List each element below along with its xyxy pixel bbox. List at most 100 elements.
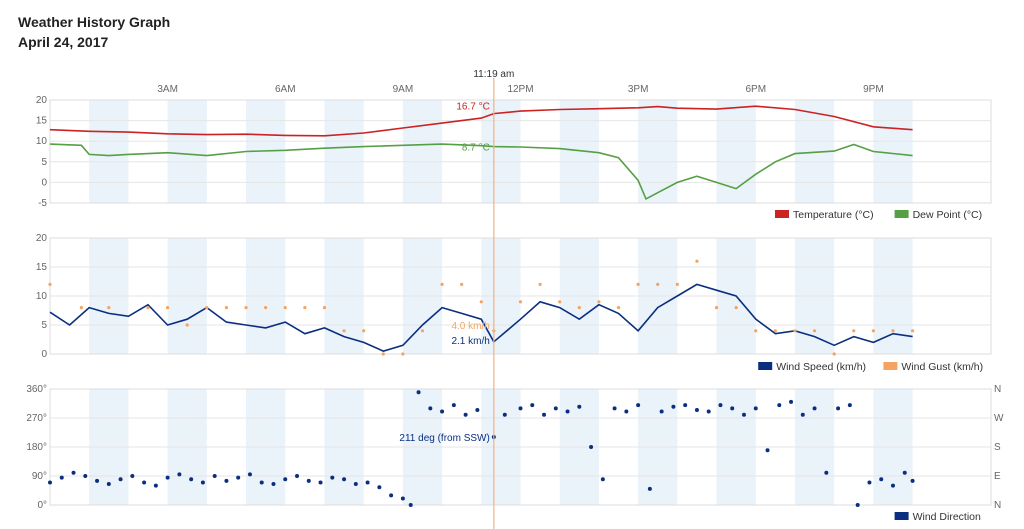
- data-point: [322, 306, 327, 310]
- data-point: [428, 406, 433, 411]
- data-point: [706, 409, 711, 414]
- data-point: [694, 407, 699, 412]
- data-point: [118, 477, 123, 482]
- series-annotation: 2.1 km/h: [451, 336, 489, 347]
- panel-frame: [49, 388, 992, 506]
- data-point: [205, 306, 209, 310]
- data-point: [891, 329, 895, 333]
- y-tick-label: 15: [36, 116, 48, 127]
- data-point: [855, 503, 860, 507]
- data-point: [303, 306, 307, 310]
- data-point: [342, 329, 346, 333]
- data-point: [577, 404, 582, 409]
- data-point: [106, 482, 111, 487]
- series-annotation: 8.7 °C: [462, 143, 490, 154]
- data-point: [236, 475, 241, 480]
- data-point: [832, 352, 836, 356]
- data-point: [647, 486, 652, 491]
- data-point: [765, 448, 770, 453]
- series-annotation: 211 deg (from SSW): [399, 433, 489, 444]
- data-point: [224, 478, 229, 483]
- data-point: [852, 329, 856, 333]
- data-point: [79, 306, 83, 310]
- data-point: [463, 412, 468, 417]
- data-point: [800, 412, 805, 417]
- data-point: [871, 329, 875, 333]
- x-tick-label: 6PM: [745, 84, 766, 95]
- data-point: [142, 480, 147, 485]
- legend-label: Wind Speed (km/h): [776, 361, 866, 373]
- data-point: [714, 306, 719, 310]
- data-point: [612, 406, 617, 411]
- x-tick-label: 3AM: [157, 84, 178, 95]
- y-tick-label-right: S: [994, 442, 1001, 453]
- chart-labels: 3AM 6AM 9AM 12PM 3PM 6PM 9PM 20 15 10 5 0 -5 Dew Poin…: [26, 69, 1004, 523]
- x-tick-label: 3PM: [628, 84, 649, 95]
- data-point: [95, 478, 100, 483]
- data-point: [185, 323, 189, 327]
- data-point: [342, 477, 347, 482]
- series-line-0-1: [49, 143, 913, 201]
- band-0-1: [89, 100, 129, 203]
- data-point: [130, 474, 135, 478]
- data-point: [264, 306, 268, 310]
- data-point: [244, 306, 248, 310]
- page-date: April 24, 2017: [18, 34, 109, 50]
- data-point: [847, 403, 852, 408]
- data-point: [71, 470, 76, 475]
- x-tick-label: 6AM: [275, 84, 296, 95]
- data-point: [773, 329, 777, 333]
- data-point: [636, 403, 641, 408]
- y-tick-label: 15: [36, 262, 48, 273]
- data-point: [460, 282, 464, 286]
- data-point: [793, 329, 797, 333]
- cursor-time-label: 11:19 am: [473, 69, 514, 80]
- data-point: [597, 300, 601, 304]
- y-tick-label: 10: [36, 291, 48, 302]
- legend-swatch: [894, 210, 909, 218]
- chart-marks: [48, 78, 915, 529]
- data-point: [408, 503, 413, 507]
- band-0-17: [716, 100, 756, 203]
- data-point: [753, 406, 758, 411]
- data-point: [83, 474, 88, 478]
- data-point: [48, 480, 52, 485]
- data-point: [577, 306, 581, 310]
- data-point: [558, 300, 562, 304]
- data-point: [381, 352, 385, 356]
- data-point: [656, 282, 660, 286]
- data-point: [824, 470, 829, 475]
- y-tick-label: 90°: [32, 471, 47, 482]
- y-tick-label: 20: [36, 95, 48, 106]
- data-point: [910, 329, 915, 333]
- data-point: [867, 480, 872, 485]
- y-tick-label: 5: [41, 157, 47, 168]
- data-point: [902, 470, 907, 475]
- data-point: [451, 403, 456, 408]
- data-point: [107, 306, 111, 310]
- night-day-bands: [89, 100, 913, 505]
- series-line-1-0: [49, 283, 913, 352]
- data-point: [812, 406, 817, 411]
- data-point: [318, 480, 323, 485]
- data-point: [389, 493, 394, 498]
- data-point: [377, 485, 382, 490]
- data-point: [353, 482, 358, 487]
- band-0-9: [402, 100, 443, 203]
- data-point: [420, 329, 425, 333]
- data-point: [624, 409, 629, 414]
- y-tick-label: 0: [41, 177, 47, 188]
- y-tick-label: 0: [41, 349, 47, 360]
- y-tick-label-right: N: [994, 500, 1001, 511]
- data-point: [440, 282, 444, 286]
- data-point: [502, 412, 507, 417]
- data-point: [518, 300, 523, 304]
- data-point: [675, 282, 679, 286]
- y-tick-label-right: E: [994, 471, 1001, 482]
- legend-label: Temperature (°C): [793, 209, 874, 221]
- data-point: [910, 478, 915, 483]
- data-point: [295, 474, 300, 478]
- data-point: [306, 478, 311, 483]
- data-point: [836, 406, 841, 411]
